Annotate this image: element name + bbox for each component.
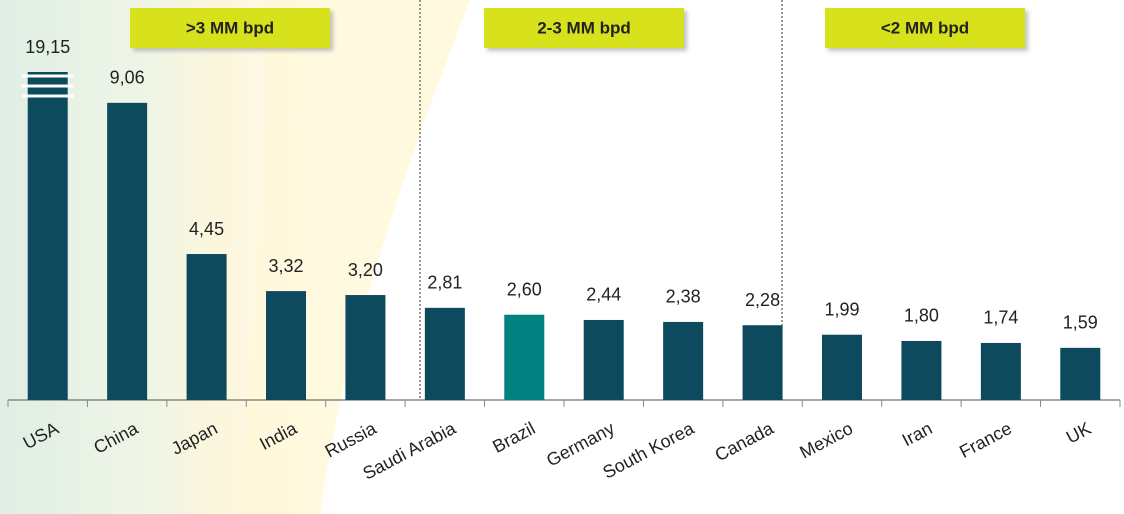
value-label: 2,28 (745, 290, 780, 310)
x-tick-label: Canada (712, 418, 778, 466)
x-tick-label: Brazil (489, 418, 538, 457)
bar (27, 72, 68, 400)
value-label: 3,32 (268, 256, 303, 276)
annotation-box (130, 8, 330, 48)
x-tick-label: Iran (899, 418, 936, 450)
x-tick-label: South Korea (599, 418, 698, 483)
bar (1060, 347, 1101, 400)
bar (663, 321, 704, 400)
x-tick-label: UK (1063, 418, 1094, 447)
value-label: 2,60 (507, 279, 542, 299)
value-label: 1,99 (824, 299, 859, 319)
value-label: 4,45 (189, 219, 224, 239)
annotation: 2-3 MM bpd (537, 18, 631, 37)
value-label: 2,38 (666, 287, 701, 307)
value-label: 3,20 (348, 260, 383, 280)
value-label: 19,15 (25, 37, 70, 57)
annotation-box (484, 8, 684, 48)
bar (901, 340, 942, 400)
bar (266, 291, 306, 400)
bar (504, 314, 545, 400)
bar (742, 325, 783, 400)
x-tick-label: France (956, 418, 1015, 462)
value-label: 9,06 (110, 68, 145, 88)
bar (186, 254, 227, 400)
annotation-box (825, 8, 1025, 48)
x-tick-label: Mexico (796, 418, 856, 462)
bar (583, 319, 624, 400)
value-label: 1,59 (1063, 313, 1098, 333)
value-label: 2,44 (586, 285, 621, 305)
bar (424, 307, 465, 400)
bar (107, 102, 148, 400)
value-label: 1,74 (983, 308, 1018, 328)
bar (980, 342, 1021, 400)
bar (345, 295, 386, 400)
value-label: 1,80 (904, 306, 939, 326)
bar (822, 334, 862, 400)
annotation: >3 MM bpd (186, 18, 274, 37)
value-label: 2,81 (427, 273, 462, 293)
annotation: <2 MM bpd (881, 18, 969, 37)
